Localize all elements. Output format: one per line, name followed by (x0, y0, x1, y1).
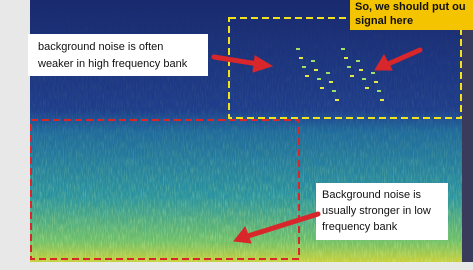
signal-dot (299, 57, 303, 59)
signal-dot (347, 66, 351, 68)
signal-dot (359, 69, 363, 71)
signal-dot (362, 78, 366, 80)
signal-dot (350, 75, 354, 77)
signal-dot (377, 90, 381, 92)
note-text: background noise is often (38, 41, 163, 53)
note-text: weaker in high frequency bank (37, 58, 188, 70)
signal-dot (302, 66, 306, 68)
signal-dot (332, 90, 336, 92)
note-text: Background noise is (322, 189, 422, 201)
signal-dot (380, 99, 384, 101)
signal-dot (296, 48, 300, 50)
note-text: usually stronger in low (322, 205, 431, 217)
signal-dot (320, 87, 324, 89)
colorbar (462, 0, 473, 262)
signal-dot (344, 57, 348, 59)
note-text: frequency bank (322, 221, 398, 233)
signal-note-text: signal here (355, 15, 413, 27)
signal-dot (317, 78, 321, 80)
signal-dot (335, 99, 339, 101)
signal-note-text: So, we should put ou (355, 1, 466, 13)
signal-dot (356, 60, 360, 62)
page: {"annotations": { "top_note": ["backgrou… (0, 0, 473, 270)
signal-dot (365, 87, 369, 89)
signal-dot (311, 60, 315, 62)
signal-dot (326, 72, 330, 74)
signal-dot (314, 69, 318, 71)
signal-dot (329, 81, 333, 83)
signal-dot (371, 72, 375, 74)
signal-dot (305, 75, 309, 77)
signal-dot (374, 81, 378, 83)
signal-dot (341, 48, 345, 50)
spectrogram-screenshot: background noise is often weaker in high… (0, 0, 473, 270)
